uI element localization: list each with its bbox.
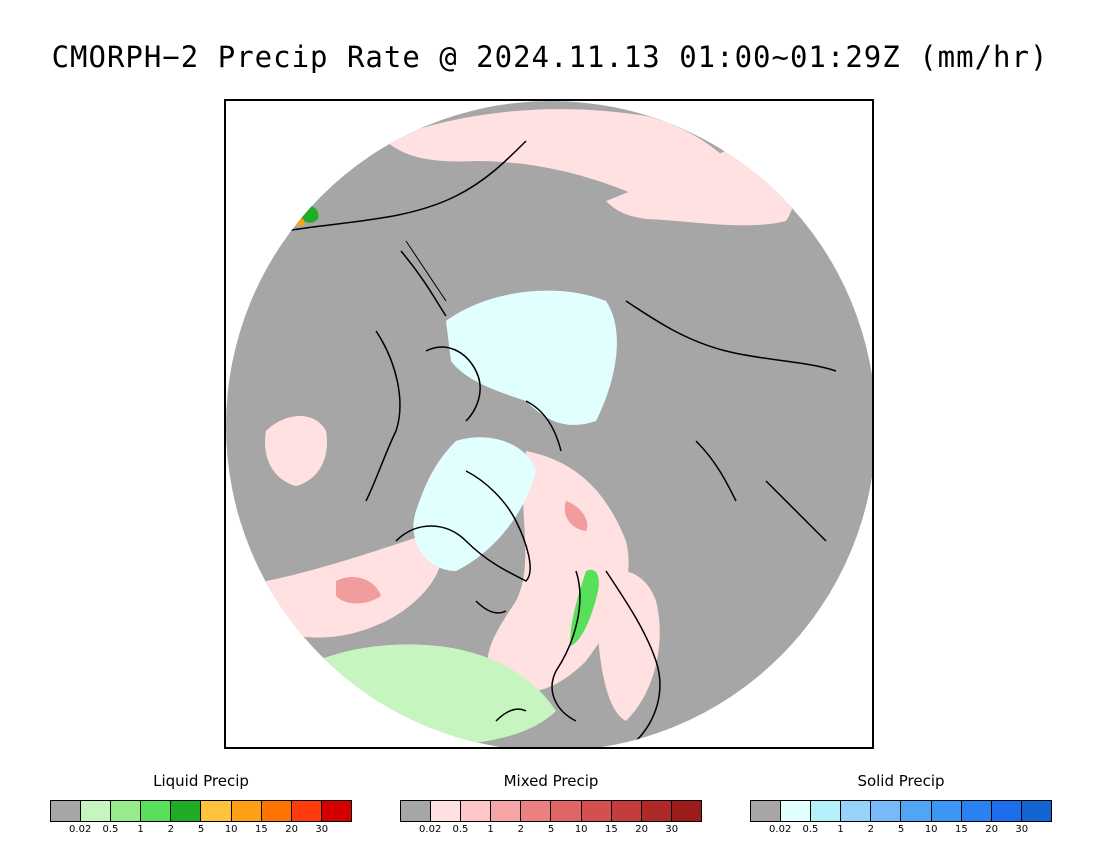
legend-swatch xyxy=(81,801,112,821)
legend-swatch xyxy=(111,801,142,821)
legend-tick-label: 15 xyxy=(955,824,968,835)
legend-tick-label: 10 xyxy=(224,824,238,835)
legend-color-bar xyxy=(400,800,702,822)
legend-swatch xyxy=(551,801,582,821)
legend-tick-label: 0.5 xyxy=(802,824,819,835)
legend-tick-label: 1 xyxy=(837,824,844,835)
legend-swatch xyxy=(931,801,962,821)
legend-swatch xyxy=(51,801,82,821)
legend-tick-label: 20 xyxy=(285,824,298,835)
legend-tick-label: 15 xyxy=(255,824,268,835)
coastlines xyxy=(285,140,837,742)
legend-swatch xyxy=(521,801,552,821)
legend-tick-label: 2 xyxy=(167,824,174,835)
legend-color-bar xyxy=(750,800,1052,822)
mixed-precip-region-atlantic xyxy=(487,451,629,692)
legend-tick-label: 5 xyxy=(897,824,905,835)
legend-swatch xyxy=(1021,801,1051,821)
mixed-precip-moderate-2 xyxy=(564,501,588,531)
legend-swatch xyxy=(611,801,642,821)
legend-tick-label: 20 xyxy=(985,824,998,835)
legend-swatch xyxy=(811,801,842,821)
legend-tick-label: 1 xyxy=(487,824,494,835)
legend-swatch xyxy=(581,801,612,821)
legend-swatch xyxy=(491,801,522,821)
legend-swatch xyxy=(671,801,701,821)
legend-tick-label: 10 xyxy=(924,824,938,835)
legend-tick-label: 20 xyxy=(635,824,648,835)
legend-solid: Solid Precip 0.02 0.5 1 2 5 10 15 20 30 xyxy=(750,772,1052,836)
legend-tick-label: 0.02 xyxy=(69,824,92,835)
legend-ticks: 0.02 0.5 1 2 5 10 15 20 30 xyxy=(750,822,1052,836)
legend-swatch xyxy=(261,801,292,821)
legend-swatch xyxy=(841,801,872,821)
solid-precip-region-arctic xyxy=(446,290,617,425)
legend-title: Solid Precip xyxy=(857,772,945,790)
legend-swatch xyxy=(961,801,992,821)
legend-title: Mixed Precip xyxy=(503,772,599,790)
legend-tick-label: 5 xyxy=(197,824,205,835)
legend-swatch xyxy=(231,801,262,821)
mixed-precip-region-norway xyxy=(596,570,660,721)
legend-tick-label: 0.02 xyxy=(419,824,442,835)
legend-tick-label: 30 xyxy=(1015,824,1029,835)
legend-swatch xyxy=(901,801,932,821)
legend-swatch xyxy=(871,801,902,821)
liquid-precip-norway-coast xyxy=(570,569,599,646)
polar-map-canvas xyxy=(226,101,872,747)
legend-swatch xyxy=(171,801,202,821)
legend-ticks: 0.02 0.5 1 2 5 10 15 20 30 xyxy=(50,822,352,836)
legend-swatch xyxy=(321,801,351,821)
legend-swatch xyxy=(291,801,322,821)
legend-ticks: 0.02 0.5 1 2 5 10 15 20 30 xyxy=(400,822,702,836)
legend-swatch xyxy=(781,801,812,821)
polar-map xyxy=(224,99,874,749)
solid-precip-region-greenland xyxy=(413,437,536,571)
mixed-precip-region-hudson xyxy=(265,416,327,486)
legend-tick-label: 5 xyxy=(547,824,555,835)
legend-swatch xyxy=(141,801,172,821)
legend-tick-label: 10 xyxy=(574,824,588,835)
legend-tick-label: 0.5 xyxy=(102,824,119,835)
legend-swatch xyxy=(431,801,462,821)
legend-tick-label: 30 xyxy=(665,824,679,835)
legend-color-bar xyxy=(50,800,352,822)
legend-swatch xyxy=(641,801,672,821)
legend-tick-label: 0.5 xyxy=(452,824,469,835)
legend-swatch xyxy=(201,801,232,821)
legend-tick-label: 30 xyxy=(315,824,329,835)
legend-tick-label: 2 xyxy=(517,824,524,835)
legend-tick-label: 2 xyxy=(867,824,874,835)
legend-swatch xyxy=(461,801,492,821)
legend-swatch xyxy=(401,801,432,821)
map-title: CMORPH−2 Precip Rate @ 2024.11.13 01:00~… xyxy=(51,40,1049,74)
legend-liquid: Liquid Precip 0.02 0.5 1 2 5 10 15 20 30 xyxy=(50,772,352,836)
liquid-precip-alaska xyxy=(296,205,319,223)
legend-tick-label: 0.02 xyxy=(769,824,792,835)
legend-swatch xyxy=(991,801,1022,821)
legend-mixed: Mixed Precip 0.02 0.5 1 2 5 10 15 20 30 xyxy=(400,772,702,836)
legend-tick-label: 1 xyxy=(137,824,144,835)
mixed-precip-moderate-1 xyxy=(336,576,381,604)
legend-swatch xyxy=(751,801,782,821)
legend-tick-label: 15 xyxy=(605,824,618,835)
legend-title: Liquid Precip xyxy=(153,772,249,790)
